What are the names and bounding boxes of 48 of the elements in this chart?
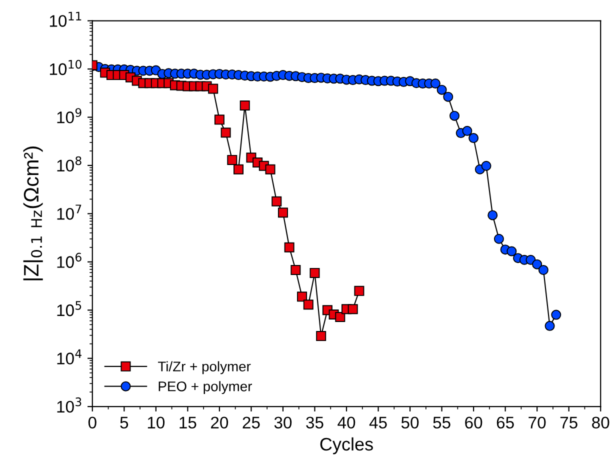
x-tick-label: 15 <box>180 416 196 429</box>
y-tick-label: 10$^{6}$ <box>57 252 82 268</box>
x-tick-label: 80 <box>592 416 610 429</box>
point <box>290 264 301 275</box>
x-tick-label: 45 <box>369 416 387 429</box>
x-tick-label: 75 <box>560 416 578 429</box>
y-tick-label: 10$^{4}$ <box>57 349 82 364</box>
point <box>284 242 294 252</box>
x-tick-label: 25 <box>242 416 260 429</box>
point <box>297 292 308 302</box>
x-axis-title: Cycles <box>320 437 373 454</box>
point <box>208 84 218 94</box>
y-tick-label: 10$^{9}$ <box>57 108 82 124</box>
y-axis-title: |Z|$_{0.1 Hz}$(Ωcm²) <box>23 146 43 280</box>
y-tick-label: 10$^{3}$ <box>57 397 82 413</box>
point <box>214 114 224 125</box>
point <box>240 100 250 111</box>
y-tick-label: 10$^{8}$ <box>57 156 82 172</box>
x-tick-label: 65 <box>496 416 514 429</box>
point <box>220 128 231 138</box>
x-tick-label: 70 <box>528 416 546 429</box>
x-tick-label: 30 <box>274 416 292 429</box>
point <box>310 268 320 278</box>
x-tick-label: 60 <box>465 416 482 429</box>
x-tick-label: 0 <box>88 416 96 429</box>
point <box>354 286 364 296</box>
point <box>303 300 314 310</box>
y-tick-label: 10$^{5}$ <box>57 301 82 316</box>
point <box>234 164 244 174</box>
point <box>272 196 282 206</box>
x-tick-label: 55 <box>433 416 450 429</box>
point <box>265 164 276 174</box>
x-tick-label: 50 <box>401 416 419 429</box>
y-tick-label: 10$^{11}$ <box>50 12 82 27</box>
x-tick-label: 10 <box>148 416 165 429</box>
x-tick-label: 35 <box>306 416 324 429</box>
point <box>316 331 326 342</box>
y-tick-label: 10$^{10}$ <box>50 60 82 76</box>
point <box>278 208 288 218</box>
point <box>335 312 346 322</box>
x-tick-label: 20 <box>211 416 228 429</box>
legend-label: PEO + polymer <box>158 381 252 394</box>
y-tick-label: 10$^{7}$ <box>57 204 82 220</box>
point <box>348 304 358 314</box>
x-tick-label: 40 <box>338 416 356 429</box>
x-tick-label: 5 <box>120 416 128 429</box>
legend-label: Ti/Zr + polymer <box>158 361 251 374</box>
point <box>227 154 238 165</box>
